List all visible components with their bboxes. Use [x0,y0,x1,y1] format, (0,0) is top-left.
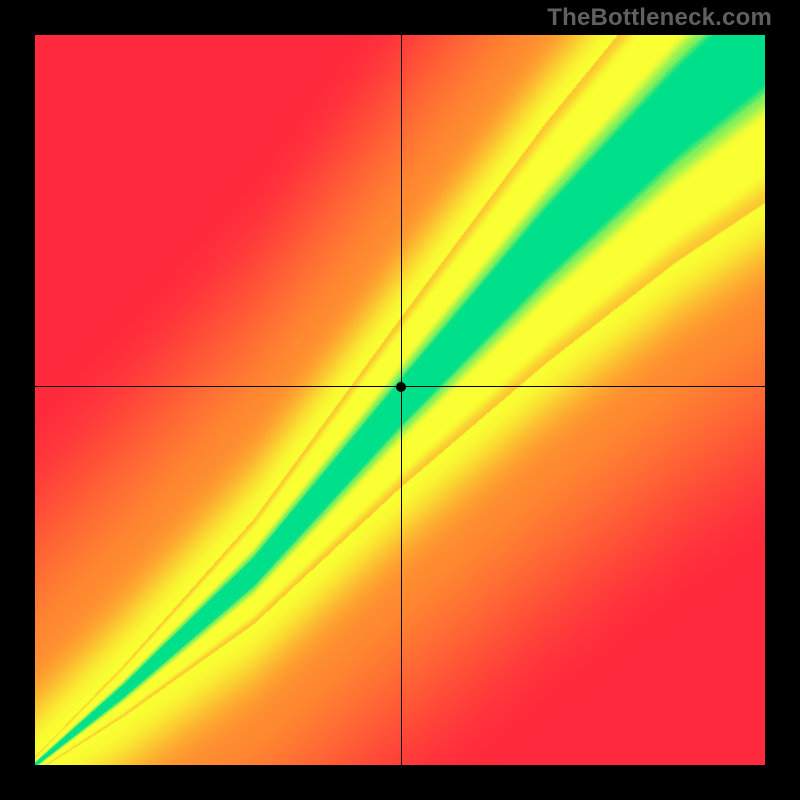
page-container: TheBottleneck.com [0,0,800,800]
watermark-label: TheBottleneck.com [547,4,772,32]
crosshair-vertical [401,35,402,765]
chart-frame [35,35,765,765]
